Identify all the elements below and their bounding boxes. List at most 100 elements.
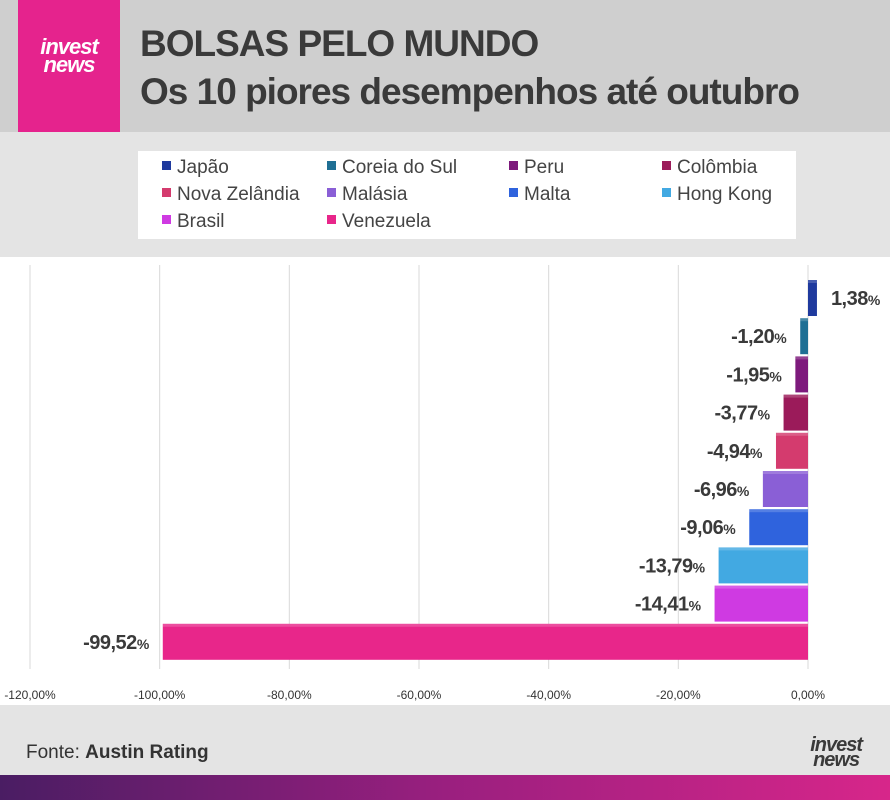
title-line2: Os 10 piores desempenhos até outubro [140, 71, 800, 112]
data-label-unit: % [769, 368, 782, 384]
data-label-value: -9,06 [680, 517, 723, 539]
data-label: -99,52% [83, 632, 150, 654]
chart-title: BOLSAS PELO MUNDO Os 10 piores desempenh… [140, 20, 800, 116]
legend-item: Hong Kong [662, 183, 772, 207]
data-label-value: 1,38 [831, 288, 868, 310]
data-label-value: -99,52 [83, 632, 137, 654]
brand-logo: invest news [18, 0, 120, 132]
bar-highlight [162, 623, 808, 627]
data-label-unit: % [868, 292, 881, 308]
legend-label: Hong Kong [677, 184, 773, 205]
data-label-value: -1,95 [726, 364, 769, 386]
legend-label: Brasil [177, 211, 225, 232]
logo-line2: news [43, 52, 95, 77]
legend-label: Nova Zelândia [177, 184, 300, 205]
x-tick-label: -100,00% [134, 688, 186, 702]
data-label-unit: % [737, 483, 750, 499]
chart-legend: Japão Coreia do Sul Peru Colômbia Nova Zelân… [138, 151, 796, 239]
bar-highlight [749, 509, 808, 513]
bar-highlight [783, 394, 808, 398]
data-label-unit: % [693, 559, 706, 575]
data-label-unit: % [723, 521, 736, 537]
legend-item: Japão [162, 156, 229, 180]
legend-swatch [662, 188, 671, 198]
legend-item: Peru [509, 156, 564, 180]
data-label: -1,95% [726, 364, 782, 386]
data-label-value: -1,20 [731, 326, 774, 348]
legend-label: Peru [524, 157, 565, 178]
data-label-unit: % [774, 330, 787, 346]
legend-swatch [327, 188, 336, 198]
data-label: -14,41% [635, 594, 702, 616]
bar-highlight [718, 547, 808, 551]
legend-item: Coreia do Sul [327, 156, 457, 180]
data-label-unit: % [689, 598, 702, 614]
data-label-value: -13,79 [639, 555, 693, 577]
bar-chart: -120,00% -100,00% -80,00% -60,00% -40,00% -20… [4, 265, 881, 702]
source-name: Austin Rating [85, 742, 209, 763]
data-label: -1,20% [731, 326, 787, 348]
legend-label: Venezuela [342, 211, 431, 232]
legend-item: Malásia [327, 183, 407, 207]
data-label: -6,96% [694, 479, 750, 501]
logo-line1: invest [40, 34, 99, 59]
bar-highlight [795, 356, 808, 360]
legend-label: Malásia [342, 184, 408, 205]
header: invest news BOLSAS PELO MUNDO Os 10 pior… [0, 0, 890, 132]
bar [808, 280, 817, 316]
source-note: Fonte: Austin Rating [26, 742, 209, 764]
legend-label: Malta [524, 184, 571, 205]
bar-highlight [808, 280, 817, 283]
legend-swatch [162, 161, 171, 171]
legend-item: Malta [509, 183, 570, 207]
footer-logo-line2: news [813, 749, 860, 771]
footer-logo-line1: invest [810, 734, 863, 756]
x-tick-label: 0,00% [791, 688, 825, 702]
data-label: -3,77% [715, 403, 771, 425]
x-tick-label: -60,00% [397, 688, 442, 702]
x-tick-label: -20,00% [656, 688, 701, 702]
footer-logo: invest news [810, 734, 863, 771]
source-prefix: Fonte: [26, 742, 86, 763]
legend-item: Colômbia [662, 156, 757, 180]
bar-highlight [800, 318, 808, 322]
logo-text: invest news [18, 34, 120, 77]
bar [162, 623, 808, 660]
bar [800, 318, 808, 355]
bar [718, 547, 808, 584]
legend-item: Brasil [162, 210, 225, 234]
legend-swatch [162, 215, 171, 225]
data-label-value: -3,77 [715, 403, 758, 425]
data-label-unit: % [137, 636, 150, 652]
legend-label: Japão [177, 157, 229, 178]
data-label-value: -14,41 [635, 594, 689, 616]
bar [783, 394, 808, 431]
data-label: -4,94% [707, 441, 763, 463]
data-label: -9,06% [680, 517, 736, 539]
bottom-gradient-strip [0, 775, 890, 800]
bar [714, 585, 808, 622]
legend-swatch [327, 215, 336, 225]
legend-label: Coreia do Sul [342, 157, 458, 178]
x-tick-label: -120,00% [4, 688, 56, 702]
title-line1: BOLSAS PELO MUNDO [140, 23, 539, 64]
legend-label: Colômbia [677, 157, 758, 178]
data-label-unit: % [758, 407, 771, 423]
bar-highlight [775, 432, 808, 436]
bar [762, 471, 808, 507]
data-label: 1,38% [831, 288, 881, 310]
data-label-value: -6,96 [694, 479, 737, 501]
data-label-unit: % [750, 445, 763, 461]
bar [795, 356, 808, 393]
legend-item: Venezuela [327, 210, 431, 234]
data-label: -13,79% [639, 555, 706, 577]
bar-highlight [762, 471, 808, 474]
data-label-value: -4,94 [707, 441, 751, 463]
legend-swatch [327, 161, 336, 171]
bar [749, 509, 808, 546]
legend-swatch [509, 188, 518, 198]
plot-area: -120,00% -100,00% -80,00% -60,00% -40,00% -20… [0, 257, 890, 705]
legend-item: Nova Zelândia [162, 183, 300, 207]
x-tick-label: -80,00% [267, 688, 312, 702]
bar-highlight [714, 585, 808, 589]
